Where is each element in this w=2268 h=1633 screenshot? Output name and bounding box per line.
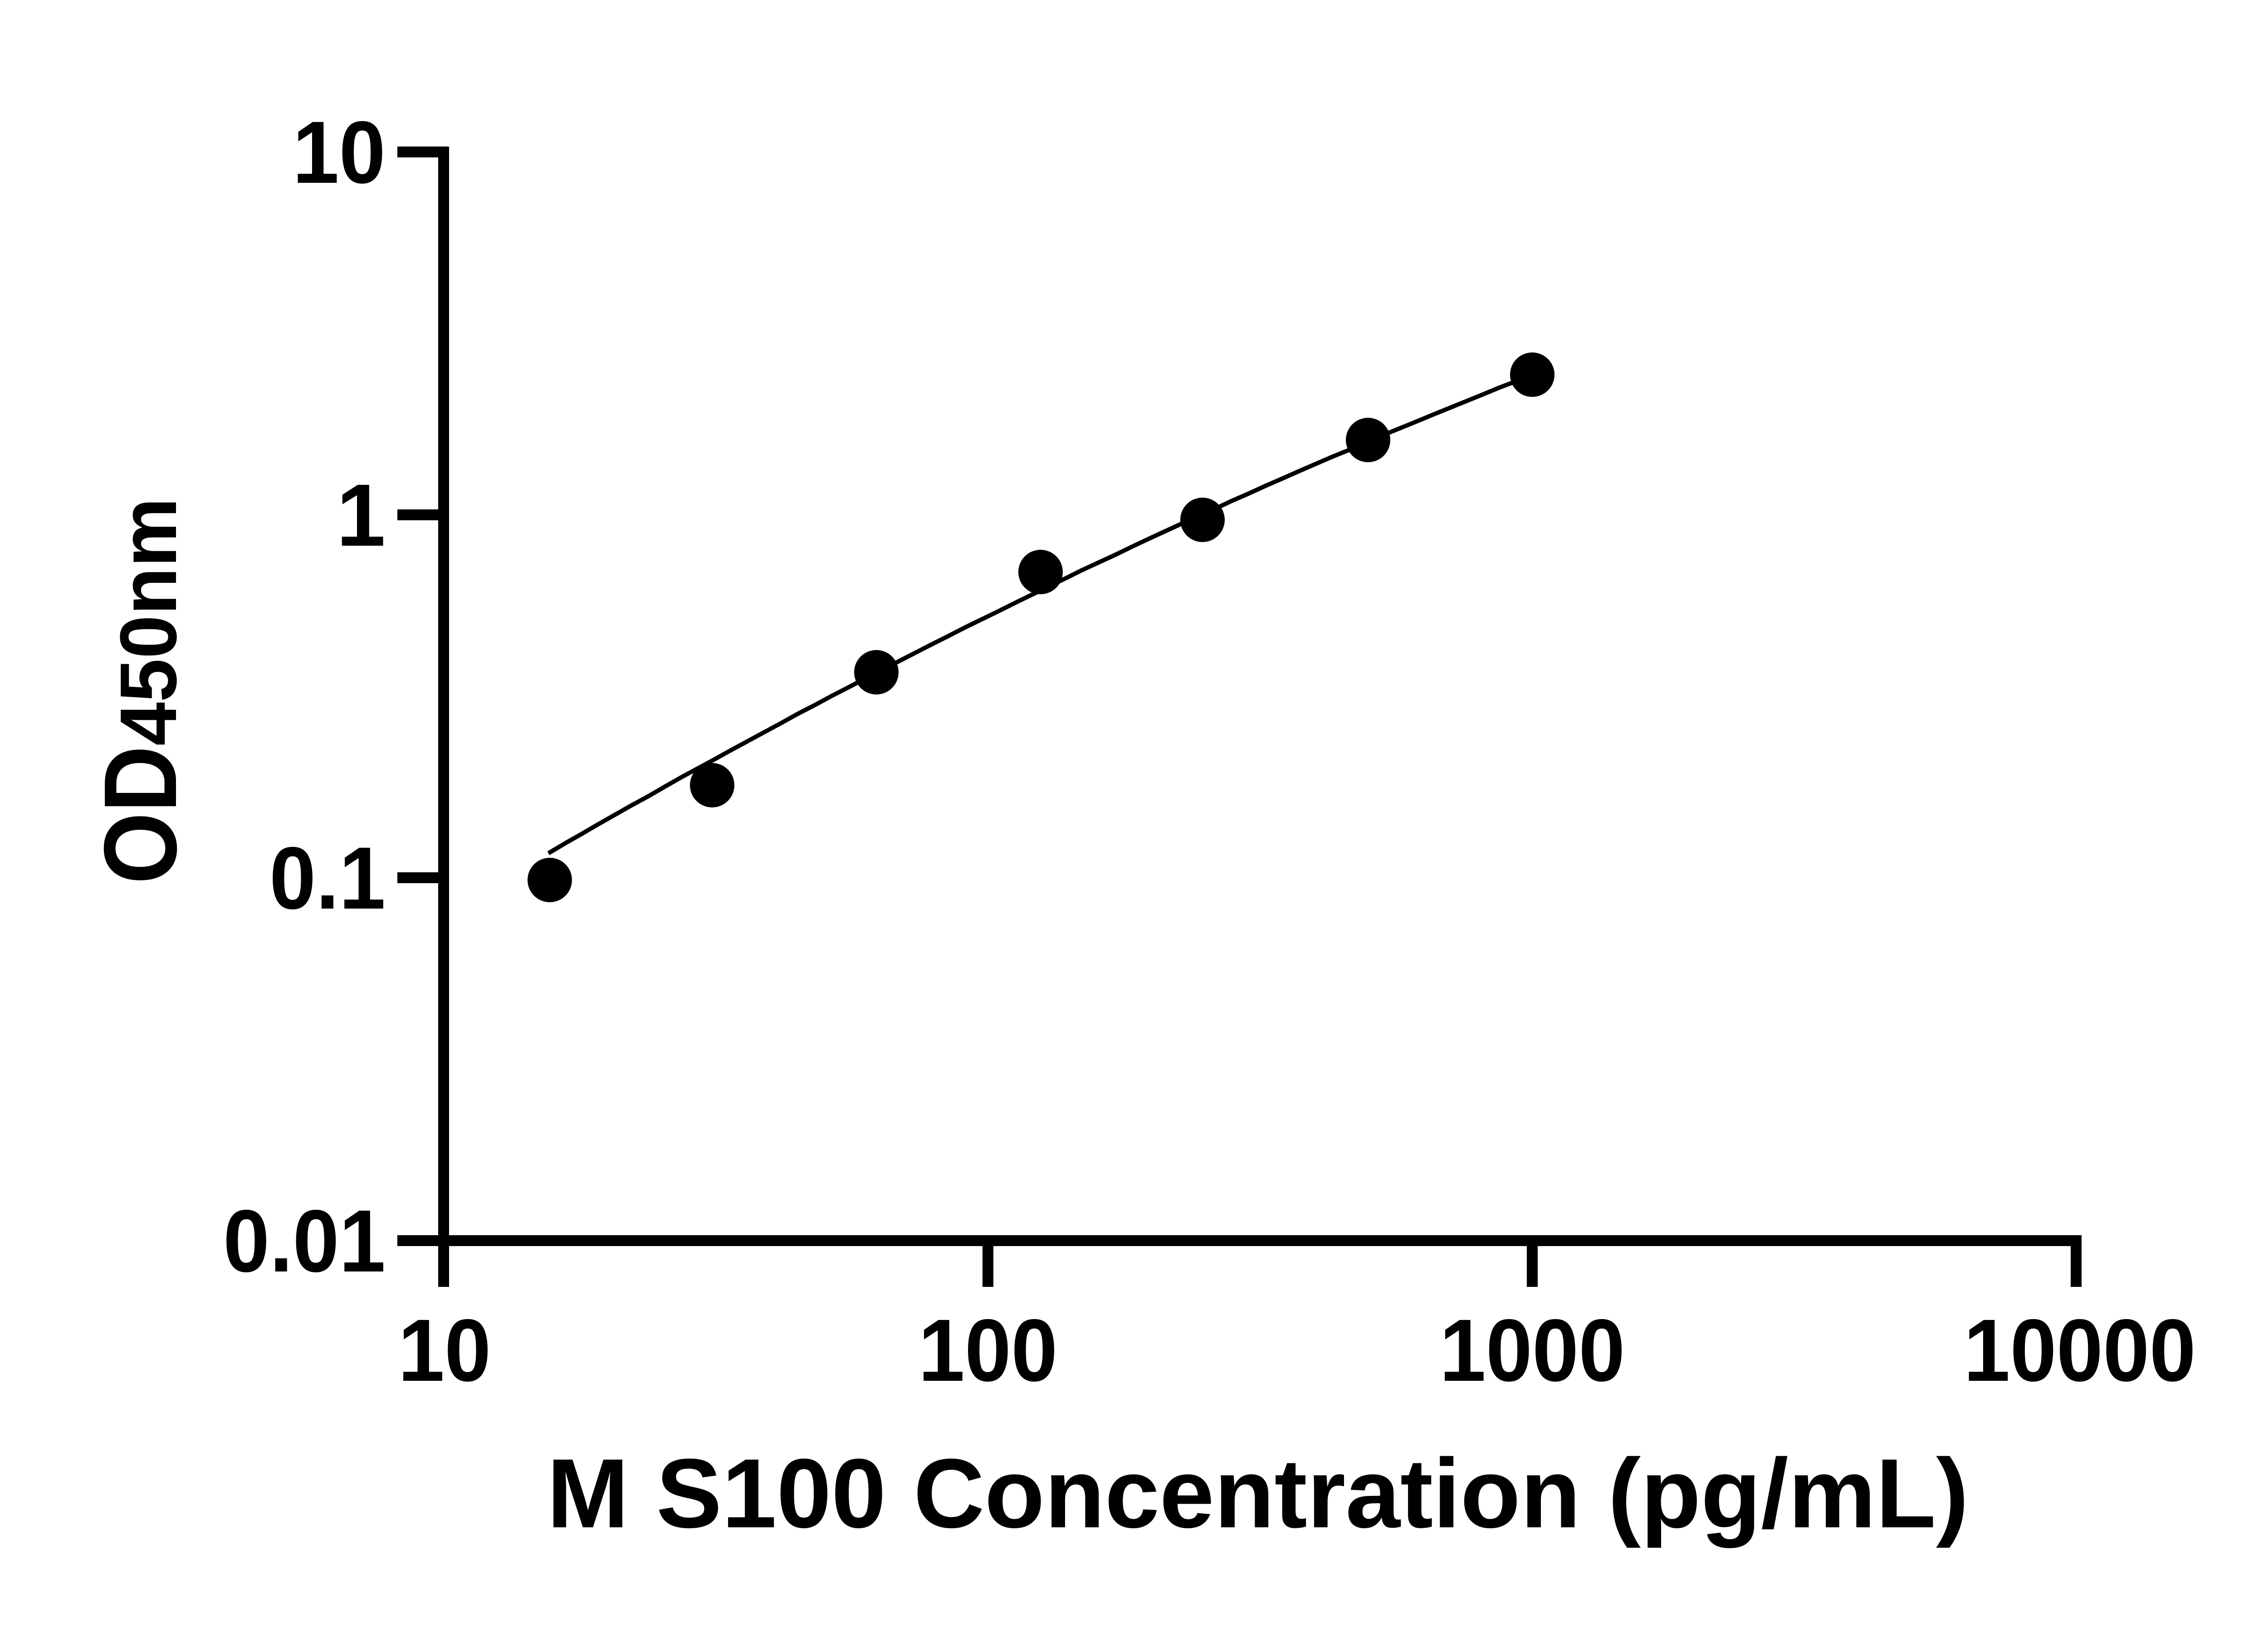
svg-text:10000: 10000 <box>1964 1301 2196 1400</box>
svg-text:1: 1 <box>337 466 386 565</box>
svg-text:450nm: 450nm <box>103 498 193 746</box>
svg-text:0.01: 0.01 <box>223 1192 386 1291</box>
svg-text:10: 10 <box>398 1301 491 1400</box>
svg-text:OD: OD <box>83 746 198 884</box>
svg-text:0.1: 0.1 <box>269 829 386 928</box>
svg-text:M S100 Concentration (pg/mL): M S100 Concentration (pg/mL) <box>547 1438 1969 1548</box>
svg-text:100: 100 <box>919 1301 1058 1400</box>
svg-text:1000: 1000 <box>1440 1301 1625 1400</box>
svg-text:10: 10 <box>293 103 386 202</box>
